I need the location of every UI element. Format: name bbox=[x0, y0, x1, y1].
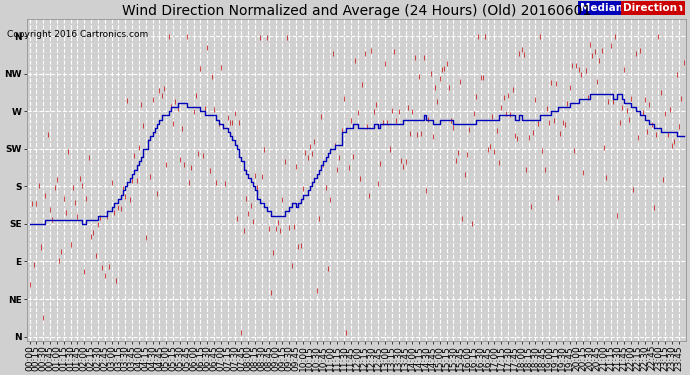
Text: Copyright 2016 Cartronics.com: Copyright 2016 Cartronics.com bbox=[7, 30, 148, 39]
Title: Wind Direction Normalized and Average (24 Hours) (Old) 20160601: Wind Direction Normalized and Average (2… bbox=[122, 4, 591, 18]
Text: Direction: Direction bbox=[629, 3, 682, 13]
Text: Median: Median bbox=[580, 3, 624, 13]
Text: Direction: Direction bbox=[623, 3, 678, 13]
